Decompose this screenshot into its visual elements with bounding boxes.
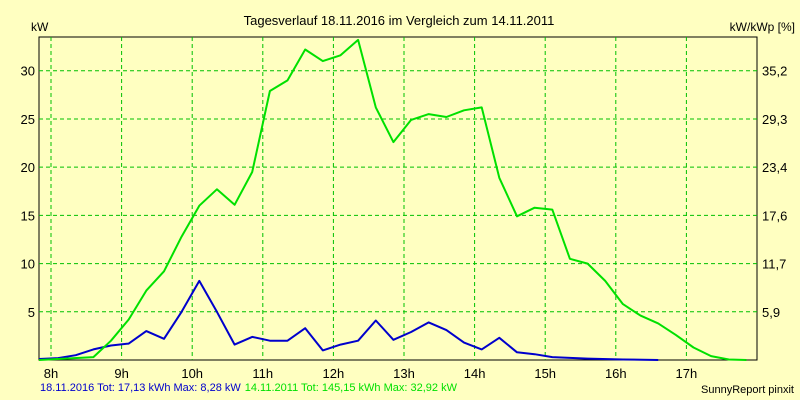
y-tick-right: 23,4 — [762, 160, 787, 175]
x-tick-label: 10h — [181, 366, 203, 381]
grid — [39, 37, 757, 360]
footer-entry-2016: 18.11.2016 Tot: 17,13 kWh Max: 8,28 kW — [40, 382, 241, 394]
y-tick-left: 15 — [21, 208, 35, 223]
x-tick-label: 13h — [393, 366, 415, 381]
x-tick-label: 8h — [44, 366, 58, 381]
x-tick-label: 9h — [114, 366, 128, 381]
x-tick-label: 15h — [534, 366, 556, 381]
y-axis-right-label: kW/kWp [%] — [730, 20, 795, 34]
series-line — [38, 279, 659, 361]
y-tick-right: 5,9 — [762, 305, 780, 320]
x-tick-label: 17h — [676, 366, 698, 381]
x-tick-label: 12h — [323, 366, 345, 381]
footer-entry-2011: 14.11.2011 Tot: 145,15 kWh Max: 32,92 kW — [244, 382, 457, 394]
y-axis-left-label: kW — [31, 20, 49, 34]
y-tick-left: 5 — [28, 305, 35, 320]
y-tick-left: 25 — [21, 112, 35, 127]
footer: 18.11.2016 Tot: 17,13 kWh Max: 8,28 kW 14… — [40, 382, 461, 394]
y-tick-left: 30 — [21, 64, 35, 79]
x-tick-label: 14h — [464, 366, 486, 381]
footer-credit: SunnyReport pinxit — [701, 384, 794, 396]
chart-title: Tagesverlauf 18.11.2016 im Vergleich zum… — [244, 13, 555, 28]
x-tick-label: 11h — [252, 366, 273, 381]
series-line — [38, 38, 747, 361]
x-tick-label: 16h — [605, 366, 627, 381]
y-tick-right: 17,6 — [762, 208, 787, 223]
y-tick-left: 20 — [21, 160, 35, 175]
y-tick-right: 35,2 — [762, 64, 787, 79]
y-tick-left: 10 — [21, 257, 35, 272]
y-tick-right: 11,7 — [762, 257, 786, 272]
y-tick-right: 29,3 — [762, 112, 787, 127]
ticks: 5 5,9 10 11,7 15 17,6 20 23,4 25 29,3 30 35,2 8h 9h 10… — [21, 64, 788, 381]
plot-area — [38, 36, 758, 361]
series-group — [38, 38, 747, 361]
